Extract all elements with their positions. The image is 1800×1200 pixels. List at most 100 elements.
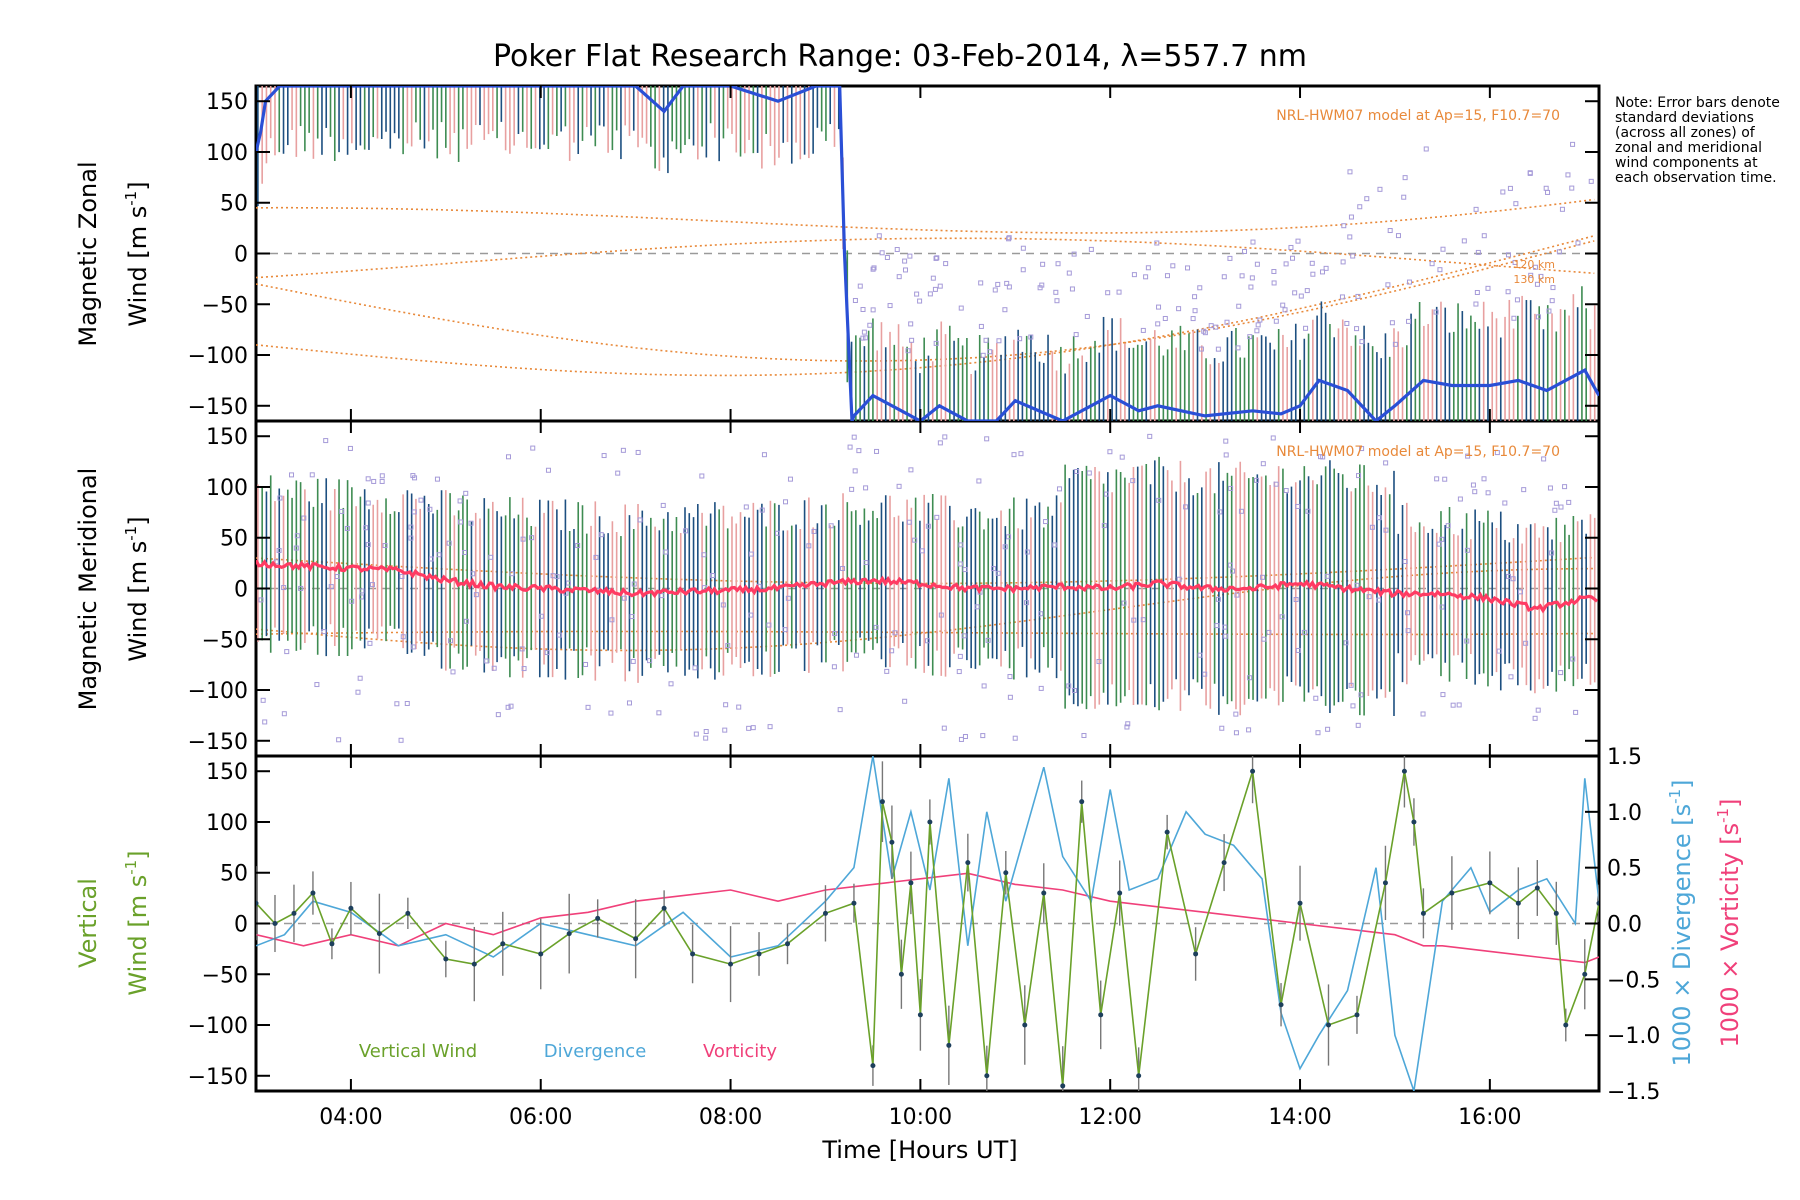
meridional-scatter-point: [1295, 503, 1301, 509]
meridional-scatter-point: [488, 554, 494, 560]
meridional-scatter-point: [544, 650, 550, 656]
meridional-scatter-point: [1532, 715, 1538, 721]
meridional-scatter-point: [1445, 523, 1451, 529]
meridional-scatter-point: [1217, 509, 1223, 515]
zonal-scatter-point: [914, 291, 920, 297]
meridional-scatter-point: [1383, 460, 1389, 466]
meridional-scatter-point: [400, 634, 406, 640]
meridional-scatter-point: [1074, 468, 1080, 474]
vertical-wind-point: [1098, 1012, 1104, 1018]
meridional-scatter-point: [766, 622, 772, 628]
meridional-scatter-point: [828, 523, 834, 529]
zonal-scatter-point: [884, 254, 890, 260]
vertical-wind-point: [1382, 880, 1388, 886]
meridional-ytick-label: 0: [234, 578, 248, 603]
vertical-wind-point: [1278, 1002, 1284, 1008]
meridional-scatter-point: [1439, 604, 1445, 610]
meridional-scatter-point: [1260, 461, 1266, 467]
zonal-scatter-point: [857, 283, 863, 289]
zonal-scatter-point: [1500, 189, 1506, 195]
zonal-scatter-point: [1271, 269, 1277, 275]
vertical-clipped-layer: [256, 756, 1599, 1091]
divergence-line: [256, 756, 1599, 1091]
meridional-scatter-point: [892, 630, 898, 636]
zonal-scatter-point: [1534, 281, 1540, 287]
meridional-scatter-point: [328, 584, 334, 590]
meridional-scatter-point: [1355, 722, 1361, 728]
zonal-scatter-point: [870, 266, 876, 272]
meridional-scatter-point: [509, 571, 515, 577]
meridional-scatter-point: [1510, 576, 1516, 582]
right-ytick-label: −0.5: [1607, 968, 1660, 993]
meridional-scatter-point: [598, 532, 604, 538]
meridional-scatter-point: [1130, 478, 1136, 484]
meridional-scatter-point: [1305, 508, 1311, 514]
zonal-scatter-point: [887, 303, 893, 309]
meridional-scatter-point: [1358, 692, 1364, 698]
meridional-scatter-point: [783, 499, 789, 505]
meridional-scatter-point: [630, 658, 636, 664]
zonal-scatter-point: [1323, 265, 1329, 271]
meridional-scatter-point: [629, 614, 635, 620]
meridional-scatter-point: [505, 454, 511, 460]
meridional-scatter-point: [692, 665, 698, 671]
zonal-scatter-point: [1546, 308, 1552, 314]
meridional-scatter-point: [787, 476, 793, 482]
zonal-scatter-point: [1283, 261, 1289, 267]
meridional-scatter-point: [806, 543, 812, 549]
meridional-scatter-point: [530, 445, 536, 451]
vertical-ytick-label: 50: [220, 862, 248, 887]
meridional-scatter-point: [427, 506, 433, 512]
vertical-wind-point: [1487, 880, 1493, 886]
meridional-scatter-point: [631, 581, 637, 587]
meridional-scatter-point: [1566, 499, 1572, 505]
vertical-wind-point: [1297, 900, 1303, 906]
meridional-scatter-point: [1071, 687, 1077, 693]
x-axis-label: Time [Hours UT]: [821, 1136, 1017, 1164]
zonal-scatter-point: [1037, 285, 1043, 291]
vertical-wind-point: [1079, 799, 1085, 805]
vertical-wind-line: [256, 770, 1599, 1086]
meridional-scatter-point: [262, 719, 268, 725]
meridional-ytick-label: 150: [206, 425, 248, 450]
zonal-scatter-point: [1387, 228, 1393, 234]
meridional-scatter-point: [1266, 629, 1272, 635]
zonal-scatter-point: [1254, 328, 1260, 334]
zonal-scatter-point: [1249, 275, 1255, 281]
vertical-wind-point: [1022, 1022, 1028, 1028]
meridional-scatter-point: [1002, 544, 1008, 550]
meridional-scatter-point: [1007, 694, 1013, 700]
zonal-scatter-point: [1569, 185, 1575, 191]
meridional-scatter-point: [635, 449, 641, 455]
meridional-scatter-point: [1434, 476, 1440, 482]
zonal-scatter-point: [1565, 172, 1571, 178]
zonal-scatter-point: [937, 283, 943, 289]
legend-vorticity: Vorticity: [703, 1041, 777, 1062]
zonal-scatter-point: [1006, 284, 1012, 290]
vertical-wind-point: [405, 910, 411, 916]
zonal-scatter-point: [1341, 223, 1347, 229]
meridional-scatter-point: [703, 735, 709, 741]
meridional-scatter-point: [538, 613, 544, 619]
zonal-scatter-point: [1088, 246, 1094, 252]
meridional-scatter-point: [1260, 574, 1266, 580]
zonal-scatter-point: [1227, 255, 1233, 261]
meridional-scatter-point: [840, 565, 846, 571]
zonal-scatter-point: [1559, 206, 1565, 212]
meridional-ytick-label: −50: [202, 628, 248, 653]
divergence-right-label: 1000 × Divergence [s-1]: [1666, 779, 1696, 1066]
meridional-scatter-point: [749, 551, 755, 557]
meridional-scatter-point: [457, 498, 463, 504]
meridional-ylabel-line1: Magnetic Meridional: [74, 468, 102, 711]
meridional-scatter-point: [1343, 640, 1349, 646]
right-ytick-label: −1.0: [1607, 1024, 1660, 1049]
meridional-scatter-point: [981, 683, 987, 689]
meridional-scatter-point: [1273, 481, 1279, 487]
vertical-ylabel-line2: Wind [m s-1]: [122, 850, 152, 995]
meridional-scatter-point: [976, 478, 982, 484]
zonal-scatter-point: [1131, 272, 1137, 278]
zonal-scatter-point: [1254, 261, 1260, 267]
meridional-scatter-point: [1247, 675, 1253, 681]
zonal-scatter-point: [1006, 235, 1012, 241]
zonal-scatter-point: [1377, 186, 1383, 192]
